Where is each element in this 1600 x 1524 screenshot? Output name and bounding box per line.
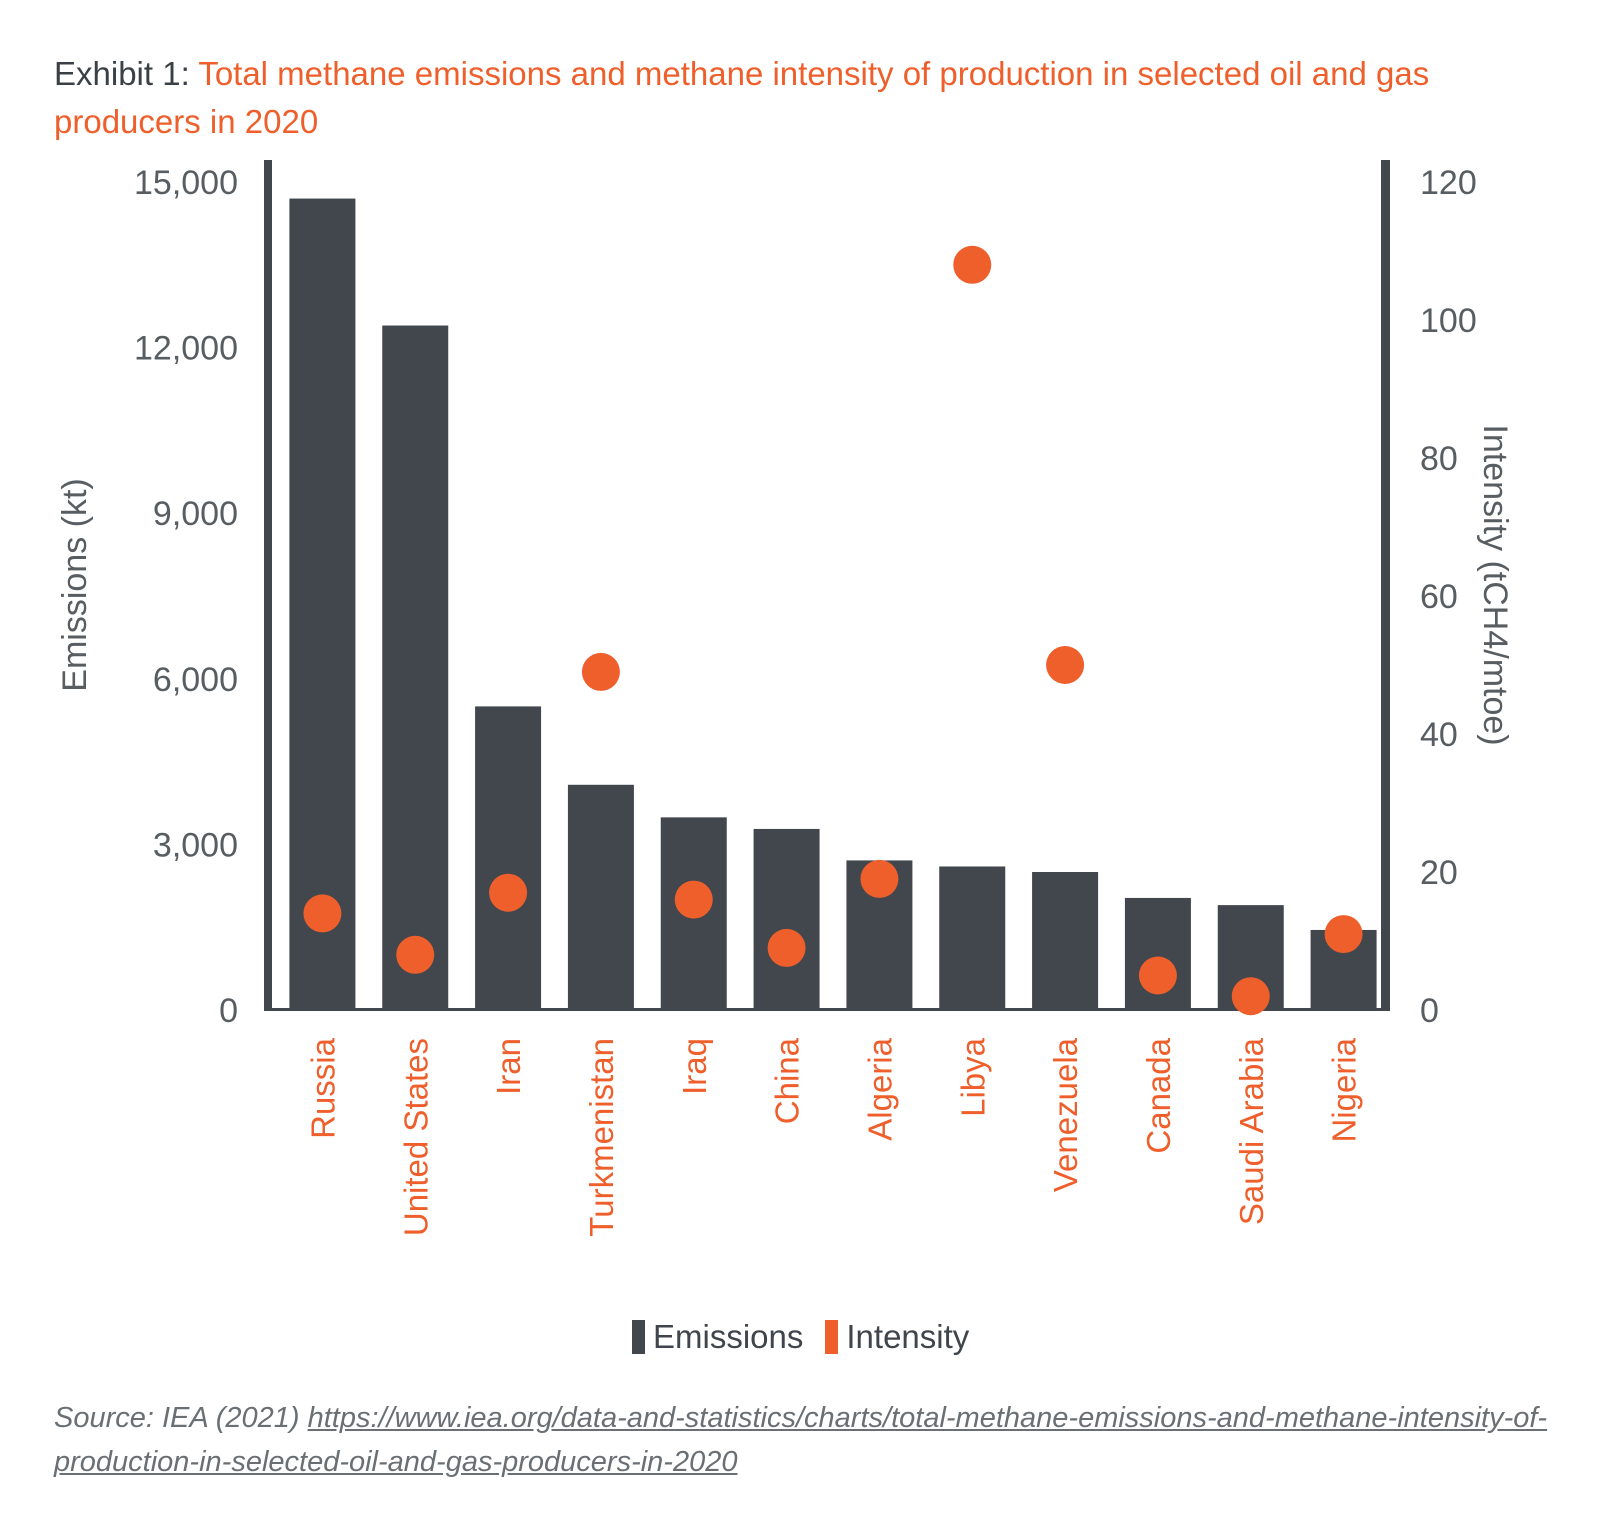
y2-tick-label-1: 100 xyxy=(1420,302,1477,340)
chart-title: Exhibit 1: Total methane emissions and m… xyxy=(54,50,1534,146)
intensity-point-9 xyxy=(1138,956,1177,995)
category-label-10: Saudi Arabia xyxy=(1233,1037,1270,1225)
legend-swatch-intensity xyxy=(825,1320,839,1354)
intensity-point-5 xyxy=(767,928,806,967)
right-axis-line xyxy=(1381,160,1390,1010)
source-prefix: Source: IEA (2021) xyxy=(54,1402,308,1434)
intensity-point-11 xyxy=(1324,915,1363,954)
intensity-point-8 xyxy=(1046,646,1085,684)
chart-title-text: Total methane emissions and methane inte… xyxy=(54,55,1430,140)
intensity-point-2 xyxy=(489,873,528,912)
emissions-bar-8 xyxy=(1032,872,1099,1008)
source-link[interactable]: https://www.iea.org/data-and-statistics/… xyxy=(54,1402,1548,1478)
category-label-3: Turkmenistan xyxy=(583,1038,620,1237)
category-label-4: Iraq xyxy=(676,1038,713,1095)
category-label-1: United States xyxy=(397,1038,434,1236)
intensity-point-6 xyxy=(860,859,899,898)
y-tick-label-1: 12,000 xyxy=(134,330,238,368)
y-tick-label-3: 6,000 xyxy=(153,661,238,699)
legend-swatch-emissions xyxy=(632,1320,645,1354)
intensity-point-3 xyxy=(581,652,620,691)
source-note: Source: IEA (2021) https://www.iea.org/d… xyxy=(54,1396,1554,1484)
legend-item-intensity: Intensity xyxy=(825,1318,969,1356)
intensity-point-1 xyxy=(396,935,435,974)
y2-tick-label-4: 40 xyxy=(1420,716,1458,754)
y-tick-label-0: 15,000 xyxy=(134,164,238,202)
emissions-bar-0 xyxy=(289,198,356,1008)
intensity-point-4 xyxy=(674,880,713,919)
legend: Emissions Intensity xyxy=(632,1318,991,1356)
category-label-0: Russia xyxy=(304,1037,341,1139)
category-label-2: Iran xyxy=(490,1038,527,1095)
x-axis-line xyxy=(264,1008,1390,1011)
y-axis-title: Emissions (kt) xyxy=(56,478,94,691)
intensity-point-0 xyxy=(303,894,342,933)
category-label-6: Algeria xyxy=(861,1037,898,1140)
chart-title-prefix: Exhibit 1: xyxy=(54,55,199,92)
legend-item-emissions: Emissions xyxy=(632,1318,803,1356)
y2-tick-label-3: 60 xyxy=(1420,578,1458,616)
y-tick-label-4: 3,000 xyxy=(153,826,238,864)
intensity-point-10 xyxy=(1231,977,1270,1016)
legend-label-emissions: Emissions xyxy=(653,1318,804,1355)
y2-tick-label-6: 0 xyxy=(1420,992,1439,1030)
y-tick-label-5: 0 xyxy=(219,992,238,1030)
y2-tick-label-2: 80 xyxy=(1420,440,1458,478)
emissions-bar-7 xyxy=(939,866,1006,1008)
chart-area: Russia United States Iran Turkmenistan Iraq C… xyxy=(56,160,1514,1237)
y2-axis-title: Intensity (tCH4/mtoe) xyxy=(1476,424,1514,745)
category-label-9: Canada xyxy=(1140,1037,1177,1153)
intensity-point-7 xyxy=(953,245,992,284)
category-label-11: Nigeria xyxy=(1326,1037,1363,1142)
category-label-5: China xyxy=(769,1037,806,1124)
emissions-bar-5 xyxy=(753,828,820,1008)
category-label-8: Venezuela xyxy=(1047,1037,1084,1192)
left-axis-line xyxy=(264,160,272,1010)
category-label-7: Libya xyxy=(954,1037,991,1117)
y2-tick-label-0: 120 xyxy=(1420,164,1477,202)
emissions-bar-1 xyxy=(382,325,449,1008)
emissions-bar-3 xyxy=(567,784,634,1008)
y2-tick-label-5: 20 xyxy=(1420,854,1458,892)
emissions-bar-2 xyxy=(475,706,542,1008)
legend-label-intensity: Intensity xyxy=(846,1318,970,1355)
y-tick-label-2: 9,000 xyxy=(153,495,238,533)
